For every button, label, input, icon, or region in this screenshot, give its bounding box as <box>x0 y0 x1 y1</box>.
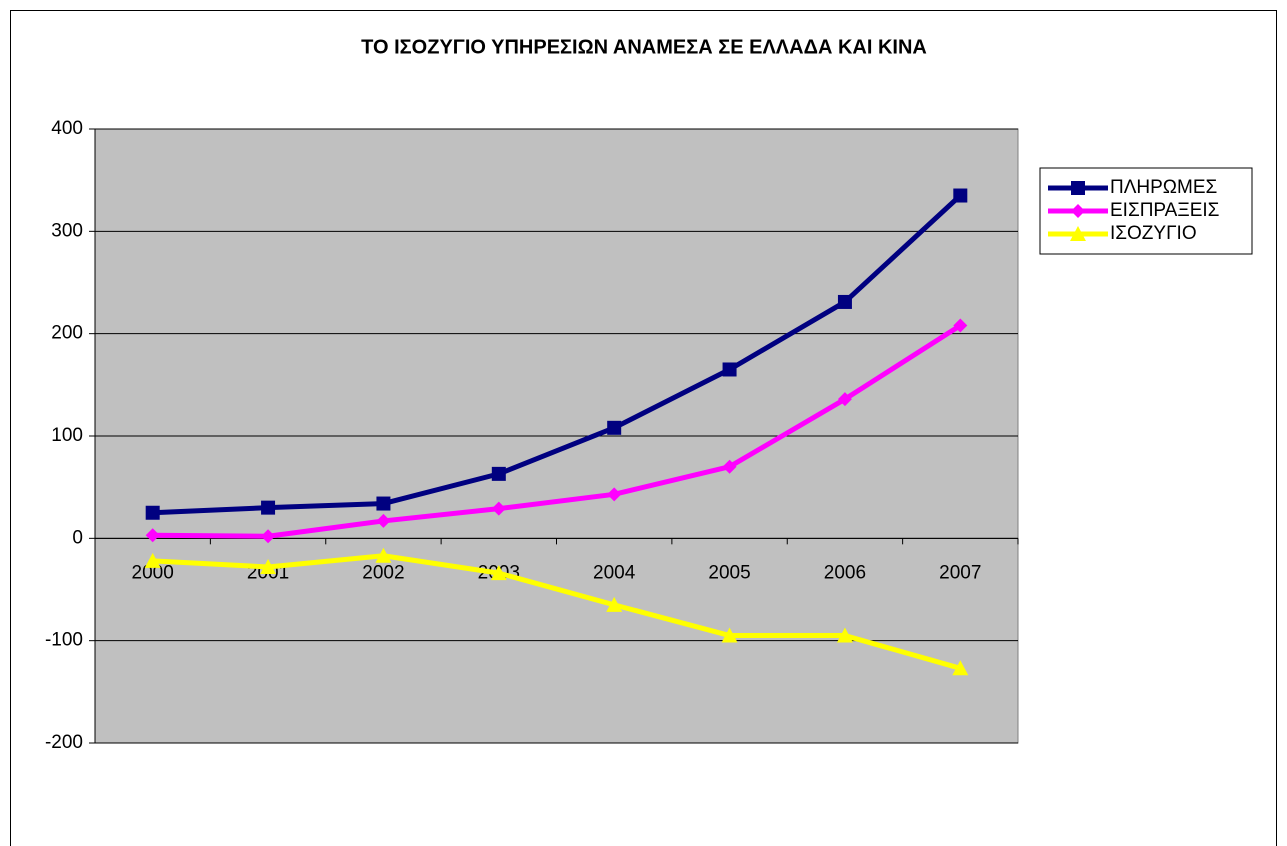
legend-marker <box>1071 181 1085 195</box>
data-point <box>491 466 506 481</box>
series-line <box>152 323 962 539</box>
data-point <box>721 627 738 643</box>
data-point <box>837 294 852 309</box>
series-line <box>152 193 963 516</box>
data-point <box>952 660 969 676</box>
data-point <box>607 487 622 502</box>
legend-marker <box>1070 226 1086 241</box>
data-point <box>144 552 161 568</box>
legend-marker <box>1071 204 1085 218</box>
data-point <box>722 459 737 474</box>
y-tick-label: -200 <box>45 732 83 753</box>
y-tick-label: 200 <box>51 323 83 344</box>
legend-label: ΠΛΗΡΩΜΕΣ <box>1110 177 1217 198</box>
y-tick-label: 300 <box>51 220 83 241</box>
x-tick-label: 2007 <box>939 562 981 583</box>
data-point <box>261 529 276 544</box>
legend-label: ΕΙΣΠΡΑΞΕΙΣ <box>1110 200 1219 221</box>
y-tick-label: -100 <box>45 630 83 651</box>
data-point <box>145 505 160 520</box>
data-point <box>836 627 853 643</box>
chart-title: ΤΟ ΙΣΟΖΥΓΙΟ ΥΠΗΡΕΣΙΩΝ ΑΝΑΜΕΣΑ ΣΕ ΕΛΛΑΔΑ … <box>361 36 927 58</box>
x-tick-label: 2000 <box>132 562 174 583</box>
data-point <box>837 392 852 407</box>
y-tick-label: 400 <box>51 118 83 139</box>
y-tick-label: 0 <box>72 527 83 548</box>
series-line <box>152 553 961 671</box>
data-point <box>376 513 391 528</box>
x-tick-label: 2005 <box>708 562 750 583</box>
data-point <box>261 500 276 515</box>
data-point <box>490 565 507 581</box>
x-tick-label: 2002 <box>362 562 404 583</box>
data-point <box>375 547 392 563</box>
x-tick-label: 2004 <box>593 562 636 583</box>
x-tick-label: 2006 <box>824 562 866 583</box>
data-point <box>145 528 160 543</box>
legend-label: ΙΣΟΖΥΓΙΟ <box>1110 223 1197 244</box>
data-point <box>953 318 968 333</box>
data-point <box>953 188 968 203</box>
data-point <box>376 496 391 511</box>
data-point <box>260 558 277 574</box>
y-tick-label: 100 <box>51 425 83 446</box>
data-point <box>606 596 623 612</box>
data-point <box>607 420 622 435</box>
data-point <box>722 362 737 377</box>
data-point <box>491 501 506 516</box>
